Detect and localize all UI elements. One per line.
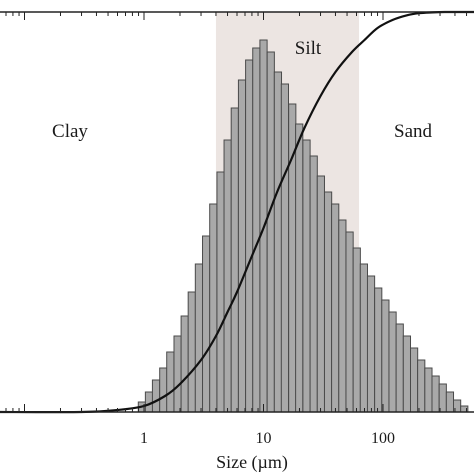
cumulative-line-layer — [0, 10, 474, 414]
bar-30 — [352, 247, 361, 413]
x-axis-label: Size (µm) — [216, 452, 288, 473]
bar-4 — [166, 351, 175, 413]
bar-32 — [366, 275, 376, 413]
bar-33 — [374, 287, 383, 413]
bar-1 — [144, 391, 154, 413]
bar-19 — [273, 71, 283, 413]
bar-42 — [438, 383, 447, 413]
labels-layer: 1 10 100 Size (µm) Clay Silt Sand — [52, 38, 432, 473]
bar-16 — [252, 47, 261, 413]
bar-13 — [230, 107, 239, 413]
bar-2 — [151, 379, 161, 413]
bar-43 — [445, 391, 455, 413]
bar-14 — [237, 79, 247, 413]
bar-3 — [159, 367, 168, 413]
bar-11 — [216, 171, 225, 413]
bar-37 — [402, 335, 412, 413]
bar-12 — [223, 139, 232, 413]
bar-24 — [309, 155, 318, 413]
x-tick-label-100: 100 — [371, 430, 395, 447]
zone-label-sand: Sand — [394, 121, 433, 142]
bar-23 — [302, 139, 311, 413]
bar-22 — [295, 123, 304, 413]
bar-27 — [331, 203, 340, 413]
bar-15 — [245, 59, 254, 413]
bar-36 — [395, 323, 404, 413]
bar-10 — [209, 203, 218, 413]
bar-40 — [424, 367, 433, 413]
x-tick-label-1: 1 — [140, 430, 148, 447]
bar-18 — [266, 51, 275, 413]
bar-39 — [417, 359, 426, 413]
bar-34 — [381, 299, 390, 413]
x-tick-label-10: 10 — [256, 430, 272, 447]
cumulative-curve — [0, 10, 474, 414]
bar-25 — [316, 175, 325, 413]
bar-28 — [338, 219, 347, 413]
bar-31 — [359, 263, 368, 413]
bar-41 — [431, 375, 440, 413]
bar-26 — [323, 191, 333, 413]
zone-label-silt: Silt — [295, 38, 322, 59]
bar-7 — [187, 291, 196, 413]
bar-20 — [280, 83, 289, 413]
axes-layer — [0, 11, 474, 413]
bar-6 — [180, 315, 189, 413]
zone-label-clay: Clay — [52, 121, 88, 142]
bar-29 — [345, 231, 354, 413]
bar-38 — [409, 347, 419, 413]
bar-9 — [202, 235, 211, 413]
bar-8 — [194, 263, 204, 413]
bar-35 — [388, 311, 397, 413]
bar-5 — [173, 335, 182, 413]
